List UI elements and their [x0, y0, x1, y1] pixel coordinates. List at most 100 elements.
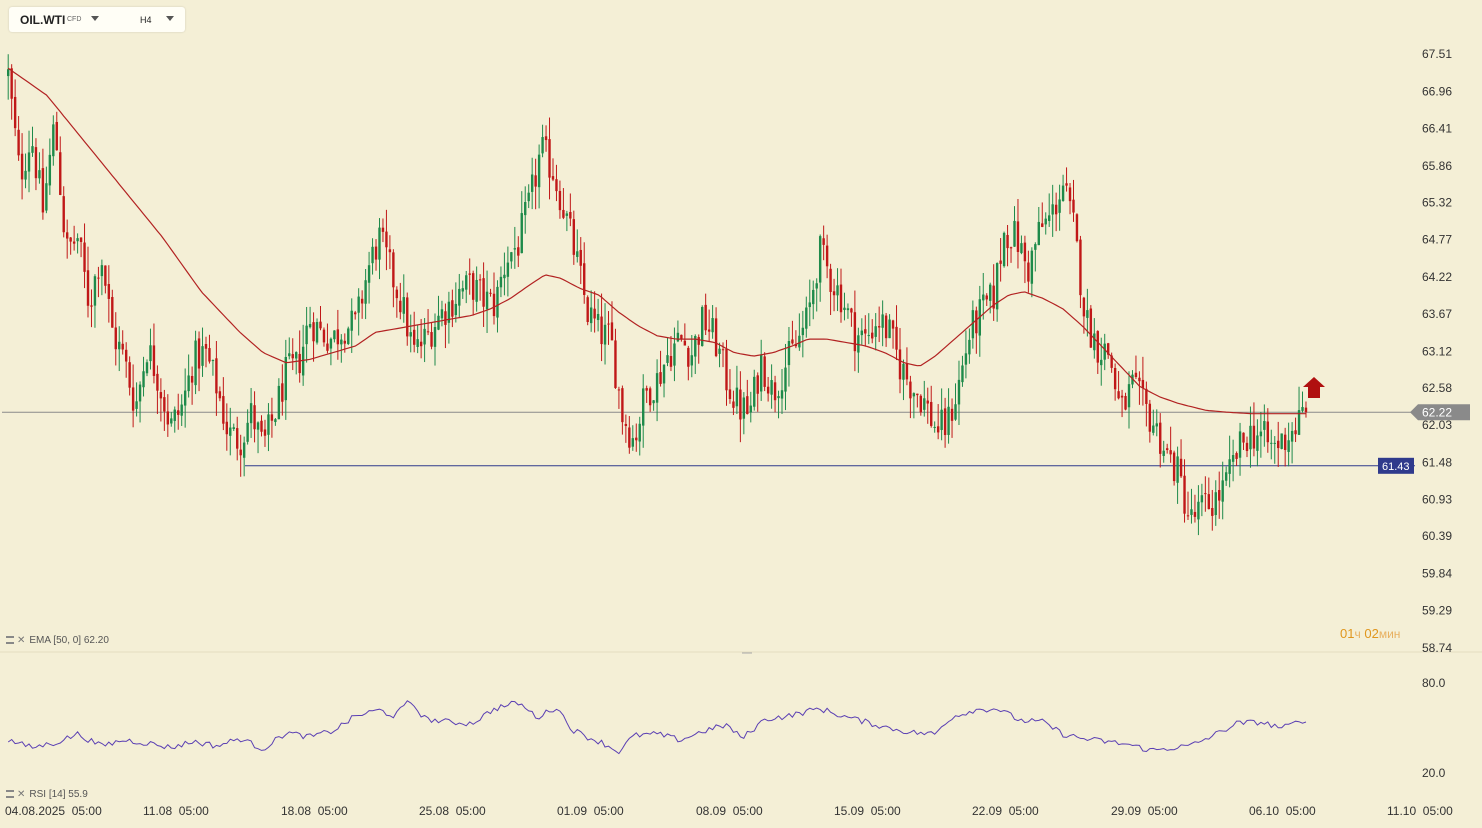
candle-body	[728, 389, 732, 399]
candle-body	[1124, 396, 1127, 410]
candle-body	[1270, 442, 1273, 444]
candle-body	[1117, 391, 1120, 399]
price-axis-label: 63.67	[1422, 307, 1452, 321]
candle-body	[489, 292, 492, 294]
candle-body	[607, 323, 610, 325]
candle-body	[128, 362, 131, 388]
candle-body	[759, 354, 763, 392]
candle-body	[166, 411, 170, 425]
candle-body	[471, 273, 475, 300]
candle-body	[1051, 204, 1054, 215]
candle-body	[714, 318, 718, 357]
timeframe-selector[interactable]: H4	[140, 15, 152, 25]
candle-body	[1072, 199, 1075, 213]
time-axis-label: 11.08 05:00	[143, 804, 209, 818]
candle-body	[808, 302, 811, 308]
candle-body	[1162, 450, 1165, 456]
candle-body	[409, 332, 412, 337]
candle-body	[964, 353, 968, 365]
candle-body	[336, 329, 340, 345]
candle-body	[180, 404, 183, 416]
candle-body	[975, 310, 978, 334]
close-icon[interactable]: ✕	[17, 789, 26, 800]
price-axis-label: 65.86	[1422, 159, 1452, 173]
candle-body	[1301, 407, 1304, 411]
candle-body	[412, 329, 416, 345]
candle-body	[534, 175, 537, 187]
price-axis-label: 60.39	[1422, 529, 1452, 543]
candle-body	[1159, 422, 1162, 454]
candle-body	[784, 367, 787, 392]
candle-body	[683, 340, 687, 346]
candle-body	[766, 386, 770, 394]
candle-body	[496, 286, 499, 318]
candle-body	[1256, 435, 1259, 451]
candle-body	[152, 345, 156, 376]
menu-icon[interactable]	[6, 636, 14, 645]
candle-body	[940, 409, 943, 431]
price-axis-label: 61.48	[1422, 455, 1452, 469]
candle-body	[402, 297, 405, 314]
candle-body	[530, 174, 534, 192]
candle-body	[888, 319, 891, 339]
candle-body	[458, 288, 461, 306]
candle-body	[950, 408, 954, 421]
candle-body	[648, 388, 652, 406]
candle-body	[721, 349, 725, 351]
menu-icon[interactable]	[6, 790, 14, 799]
symbol-dropdown-icon[interactable]	[91, 16, 99, 21]
candle-body	[381, 227, 385, 232]
candle-body	[100, 265, 104, 277]
candle-body	[933, 426, 936, 428]
candle-body	[170, 418, 173, 424]
candle-body	[201, 346, 204, 366]
candle-body	[1100, 359, 1103, 366]
candle-body	[645, 388, 648, 391]
candle-body	[406, 297, 409, 337]
candle-body	[1235, 453, 1238, 459]
time-axis-label: 08.09 05:00	[696, 804, 763, 818]
close-icon[interactable]: ✕	[17, 635, 26, 646]
candle-body	[635, 437, 638, 441]
candle-body	[527, 192, 530, 202]
candle-body	[319, 321, 322, 329]
candle-body	[895, 326, 898, 350]
candle-body	[1016, 221, 1020, 252]
candle-body	[638, 423, 641, 442]
candle-body	[537, 154, 541, 188]
time-axis-label: 15.09 05:00	[834, 804, 901, 818]
candle-body	[367, 265, 371, 283]
candle-body	[992, 285, 995, 309]
candle-body	[208, 348, 211, 362]
candle-body	[961, 365, 964, 383]
candle-body	[194, 340, 197, 386]
candle-body	[1165, 448, 1169, 451]
candle-body	[1228, 459, 1231, 474]
candle-body	[548, 139, 551, 178]
candle-body	[34, 147, 38, 179]
candle-body	[1141, 379, 1145, 388]
candle-body	[864, 329, 867, 334]
price-axis-label: 62.58	[1422, 381, 1452, 395]
candle-body	[1218, 490, 1221, 501]
symbol-name[interactable]: OIL.WTI	[20, 13, 66, 27]
candle-body	[1138, 377, 1141, 382]
candle-body	[860, 330, 864, 336]
candle-body	[989, 284, 992, 301]
time-axis-label: 06.10 05:00	[1249, 804, 1316, 818]
candle-body	[839, 284, 843, 313]
price-axis-label: 64.77	[1422, 233, 1452, 247]
candle-body	[614, 340, 617, 388]
candle-body	[215, 358, 218, 394]
candle-body	[131, 387, 135, 411]
candle-body	[1155, 423, 1158, 427]
buy-signal-arrow-icon	[1303, 377, 1325, 398]
candle-body	[791, 339, 794, 344]
candle-body	[818, 236, 822, 283]
candle-body	[1186, 515, 1190, 517]
time-axis-label: 11.10 05:00	[1387, 804, 1453, 818]
candle-body	[506, 262, 510, 277]
candle-body	[468, 273, 471, 275]
timeframe-dropdown-icon[interactable]	[166, 16, 174, 21]
